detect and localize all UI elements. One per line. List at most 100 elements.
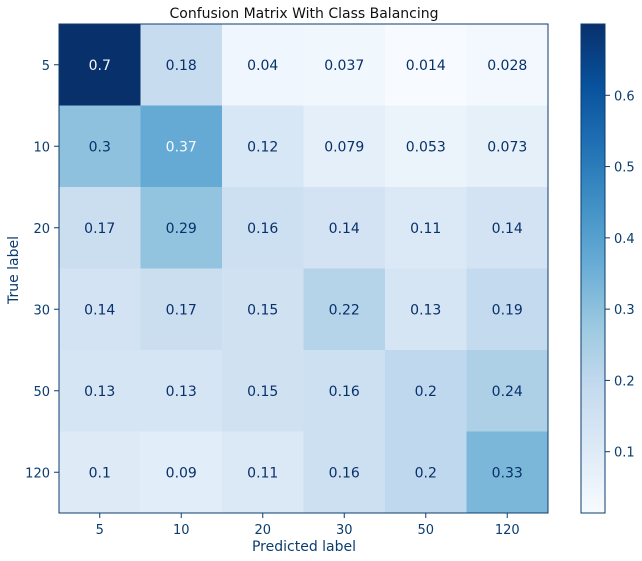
cell-value-label: 0.7 [89,58,111,74]
cell-value-label: 0.18 [166,58,197,74]
x-tick-label: 10 [173,523,190,538]
cell-value-label: 0.037 [324,58,364,74]
y-axis-label: True label [6,236,22,305]
colorbar-tick-label: 0.2 [614,374,635,389]
heatmap-cell [140,431,223,514]
heatmap-cell [466,431,549,514]
y-tick-label: 5 [42,59,50,74]
heatmap-cell [466,268,549,351]
cell-value-label: 0.14 [84,302,115,318]
heatmap-cells [59,24,549,514]
cell-value-label: 0.16 [329,465,360,481]
y-tick-label: 10 [33,140,50,155]
heatmap-cell [303,350,386,432]
heatmap-cell [385,187,467,269]
x-tick-label: 5 [96,523,104,538]
colorbar-frame [580,23,606,514]
cell-value-label: 0.1 [89,465,111,481]
heatmap-cell [59,105,141,188]
chart-title: Confusion Matrix With Class Balancing [169,6,438,22]
cell-value-label: 0.073 [487,139,527,155]
y-tick-label: 20 [33,222,50,237]
cell-value-label: 0.09 [166,465,197,481]
heatmap-cell [140,105,223,188]
x-axis-ticks: 5 10 20 30 50 120 [96,513,520,538]
cell-value-label: 0.13 [84,384,115,400]
cell-value-label: 0.028 [487,58,527,74]
cell-value-label: 0.3 [89,139,111,155]
heatmap-cell [140,268,223,351]
heatmap-cell [466,105,549,188]
cell-value-label: 0.11 [247,465,278,481]
heatmap-cell [385,268,467,351]
cell-value-label: 0.19 [492,302,523,318]
cell-value-label: 0.14 [492,221,523,237]
cell-value-label: 0.33 [492,465,523,481]
heatmap-cell [303,431,386,514]
colorbar-tick-label: 0.3 [614,303,635,318]
cell-value-label: 0.014 [406,58,446,74]
x-axis-label: Predicted label [252,539,356,555]
cell-value-label: 0.15 [247,302,278,318]
cell-value-label: 0.11 [410,221,441,237]
cell-value-label: 0.22 [329,302,360,318]
heatmap-cell [140,187,223,269]
heatmap-cell [59,24,141,106]
heatmap-cell [466,350,549,432]
cell-value-label: 0.37 [166,139,197,155]
x-tick-label: 120 [495,523,520,538]
heatmap-cell [222,24,304,106]
cell-value-label: 0.079 [324,139,364,155]
cell-value-label: 0.24 [492,384,523,400]
cell-value-label: 0.17 [166,302,197,318]
x-tick-label: 20 [254,523,271,538]
heatmap-cell [59,187,141,269]
cell-value-label: 0.12 [247,139,278,155]
cell-value-label: 0.15 [247,384,278,400]
cell-value-label: 0.2 [415,384,437,400]
heatmap-cell-labels: 0.7 0.18 0.04 0.037 0.014 0.028 0.3 0.37 0.12 0.0… [84,58,527,482]
colorbar-tick-label: 0.6 [614,89,635,104]
cell-value-label: 0.16 [329,384,360,400]
heatmap-cell [385,24,467,106]
cell-value-label: 0.053 [406,139,446,155]
heatmap-cell [303,187,386,269]
heatmap-cell [140,24,223,106]
cell-value-label: 0.13 [166,384,197,400]
heatmap-cell [385,105,467,188]
cell-value-label: 0.13 [410,302,441,318]
heatmap-cell [222,105,304,188]
heatmap-cell [59,268,141,351]
y-tick-label: 50 [33,385,50,400]
heatmap-cell [222,268,304,351]
cell-value-label: 0.14 [329,221,360,237]
heatmap-cell [140,350,223,432]
y-axis-ticks: 5 10 20 30 50 120 [25,59,59,481]
heatmap-cell [222,187,304,269]
cell-value-label: 0.29 [166,221,197,237]
colorbar-tick-label: 0.4 [614,232,635,247]
heatmap-cell [59,350,141,432]
colorbar [581,24,605,513]
y-tick-label: 30 [33,303,50,318]
heatmap-cell [303,268,386,351]
heatmap-cell [303,105,386,188]
heatmap-cell [466,187,549,269]
cell-value-label: 0.04 [247,58,278,74]
cell-value-label: 0.16 [247,221,278,237]
y-tick-label: 120 [25,466,50,481]
heatmap-cell [222,350,304,432]
colorbar-ticks: 0.1 0.2 0.3 0.4 0.5 0.6 [605,89,635,461]
heatmap-cell [466,24,549,106]
plot-frame [58,23,549,514]
colorbar-tick-label: 0.1 [614,446,635,461]
heatmap-cell [222,431,304,514]
heatmap-cell [385,431,467,514]
x-tick-label: 50 [417,523,434,538]
cell-value-label: 0.2 [415,465,437,481]
colorbar-tick-label: 0.5 [614,161,635,176]
heatmap-cell [385,350,467,432]
heatmap-cell [59,431,141,514]
